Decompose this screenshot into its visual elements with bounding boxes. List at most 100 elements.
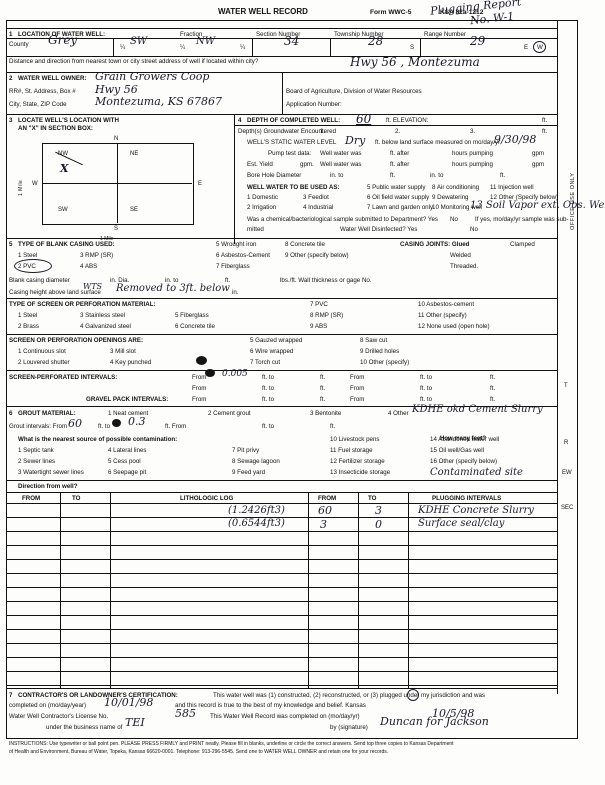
- s6-g3[interactable]: 3 Bentonite: [310, 410, 342, 417]
- s5-col1-1[interactable]: 1 Steel: [18, 252, 38, 259]
- s1-div3: [330, 38, 331, 56]
- s4-use-11[interactable]: 11 Injection well: [490, 184, 534, 191]
- s4-gw3: 3.: [470, 128, 476, 135]
- s5-op3-3[interactable]: 7 Torch cut: [250, 359, 281, 366]
- section-grid-sw: SW: [58, 207, 68, 213]
- s8-top-rule: [6, 688, 557, 690]
- s6-c3-2[interactable]: 8 Sewage lagoon: [232, 458, 280, 465]
- s4-gw2: 2.: [395, 128, 401, 135]
- s2-owner-value: Grain Growers Coop: [95, 70, 210, 83]
- s4-use-8[interactable]: 8 Air conditioning: [432, 184, 480, 191]
- s1-township-label: Township Number: [334, 31, 384, 38]
- s4-use-3[interactable]: 3 Feedlot: [303, 194, 329, 201]
- s5-op4-2[interactable]: 9 Drilled holes: [360, 348, 400, 355]
- s5-sc1-1[interactable]: 1 Steel: [18, 312, 38, 319]
- s5-diam-label: Blank casing diameter: [9, 277, 70, 284]
- s5-col2-1[interactable]: 3 RMP (SR): [80, 252, 114, 259]
- s1-quarter-2: ¼: [180, 44, 186, 51]
- s5-sc2-2[interactable]: 4 Galvanized steel: [80, 323, 131, 330]
- s5-col3-3[interactable]: 7 Fiberglass: [216, 263, 250, 270]
- s4-disinf-no[interactable]: No: [470, 226, 478, 233]
- s6-c1-3[interactable]: 3 Watertight sewer lines: [18, 469, 84, 476]
- s5-col2-2[interactable]: 4 ABS: [80, 263, 98, 270]
- s5-col4-2[interactable]: 9 Other (specify below): [285, 252, 349, 259]
- s6-c4-2[interactable]: 11 Fuel storage: [330, 447, 373, 454]
- s4-use-2[interactable]: 2 Irrigation: [247, 204, 277, 211]
- s6-c4-4[interactable]: 13 Insecticide storage: [330, 469, 391, 476]
- s5-op3-2[interactable]: 6 Wire wrapped: [250, 348, 294, 355]
- s4-use-10[interactable]: 10 Monitoring well: [432, 204, 482, 211]
- s6-intervals-value2: 0.3: [128, 415, 146, 428]
- s3-top-rule: [6, 114, 557, 116]
- s6-g4[interactable]: 4 Other: [388, 410, 409, 417]
- s5-op3-1[interactable]: 5 Gauzed wrapped: [250, 337, 303, 344]
- s6-c4-1[interactable]: 10 Livestock pens: [330, 436, 380, 443]
- s5-op4-1[interactable]: 8 Saw cut: [360, 337, 388, 344]
- s5-perf-from-2: From: [350, 374, 365, 381]
- s6-c1-2[interactable]: 2 Sewer lines: [18, 458, 56, 465]
- s5-sc3-2[interactable]: 6 Concrete tile: [175, 323, 215, 330]
- s5-sc5-1[interactable]: 10 Asbestos-cement: [418, 301, 475, 308]
- s2-vdivider: [282, 72, 283, 114]
- s6-c3-3[interactable]: 9 Feed yard: [232, 469, 266, 476]
- s5-rule-open: [6, 334, 557, 335]
- s6-g2[interactable]: 2 Cement grout: [208, 410, 251, 417]
- s6-c5-1[interactable]: 14 Abandoned water well: [430, 436, 500, 443]
- s4-use-9[interactable]: 9 Dewatering: [432, 194, 469, 201]
- s5-sc2-1[interactable]: 3 Stainless steel: [80, 312, 126, 319]
- s1-title: LOCATION OF WATER WELL:: [18, 31, 106, 38]
- s5-op2-2[interactable]: 4 Key punched: [110, 359, 152, 366]
- s5-sc1-2[interactable]: 2 Brass: [18, 323, 39, 330]
- s2-number: 2: [9, 75, 13, 82]
- s5-sc4-1[interactable]: 7 PVC: [310, 301, 328, 308]
- litho-row-2: [6, 531, 557, 532]
- s6-c2-3[interactable]: 6 Seepage pit: [108, 469, 147, 476]
- s4-elev-units: ft.: [542, 117, 548, 124]
- s6-c1-1[interactable]: 1 Septic tank: [18, 447, 54, 454]
- s4-use-6[interactable]: 6 Oil field water supply: [367, 194, 430, 201]
- s5-op1-2[interactable]: 2 Louvered shutter: [18, 359, 70, 366]
- litho-v4: [358, 492, 359, 688]
- s6-c2-1[interactable]: 4 Lateral lines: [108, 447, 147, 454]
- s6-contam-label: What is the nearest source of possible c…: [18, 436, 178, 443]
- s4-use-1[interactable]: 1 Domestic: [247, 194, 278, 201]
- s5-sc4-3[interactable]: 9 ABS: [310, 323, 328, 330]
- s5-sc3-1[interactable]: 5 Fiberglass: [175, 312, 209, 319]
- s4-disinf-label: Water Well Disinfected? Yes: [340, 226, 418, 233]
- s5-perf-from-3: From: [192, 385, 207, 392]
- s5-joints-clamped[interactable]: Clamped: [510, 241, 535, 248]
- s1-frac1: SW: [130, 36, 148, 47]
- s4-chem-no[interactable]: No: [450, 216, 458, 223]
- s5-op4-3[interactable]: 10 Other (specify): [360, 359, 410, 366]
- s5-joints-threaded[interactable]: Threaded.: [450, 263, 479, 270]
- s5-sc4-2[interactable]: 8 RMP (SR): [310, 312, 344, 319]
- s5-perf-from-4: From: [350, 385, 365, 392]
- s6-c2-2[interactable]: 5 Cess pool: [108, 458, 141, 465]
- s5-perf-from-1: From: [192, 374, 207, 381]
- s4-use-4[interactable]: 4 Industrial: [303, 204, 334, 211]
- plug-col-from: FROM: [318, 495, 337, 502]
- litho-row-10: [6, 643, 557, 644]
- s6-c5-3[interactable]: 16 Other (specify below): [430, 458, 498, 465]
- s5-op2-1[interactable]: 3 Mill slot: [110, 348, 136, 355]
- s5-op1-1[interactable]: 1 Continuous slot: [18, 348, 66, 355]
- s5-col4-1[interactable]: 8 Concrete tile: [285, 241, 325, 248]
- s6-c4-3[interactable]: 12 Fertilizer storage: [330, 458, 385, 465]
- s5-sc5-2[interactable]: 11 Other (specify): [418, 312, 467, 319]
- section-grid-box[interactable]: [42, 143, 194, 225]
- s5-col3-1[interactable]: 5 Wrought iron: [216, 241, 257, 248]
- s6-g4-value: KDHE okd Cement Slurry: [412, 404, 543, 415]
- s1-number: 1: [9, 31, 13, 38]
- s6-g1[interactable]: 1 Neat cement: [108, 410, 149, 417]
- s4-use-5[interactable]: 5 Public water supply: [367, 184, 426, 191]
- s5-sc5-3[interactable]: 12 None used (open hole): [418, 323, 490, 330]
- s4-use-7[interactable]: 7 Lawn and garden only: [367, 204, 434, 211]
- litho-v3: [308, 492, 309, 688]
- s6-c5-2[interactable]: 15 Oil well/Gas well: [430, 447, 484, 454]
- s5-gravel-from2: From: [350, 396, 365, 403]
- s4-use-12[interactable]: 12 Other (Specify below): [490, 194, 559, 201]
- s5-diam-in2: in. to: [165, 277, 179, 284]
- s6-c3-1[interactable]: 7 Pit privy: [232, 447, 260, 454]
- s5-joints-welded[interactable]: Welded: [450, 252, 471, 259]
- s5-col3-2[interactable]: 6 Asbestos-Cement: [216, 252, 270, 259]
